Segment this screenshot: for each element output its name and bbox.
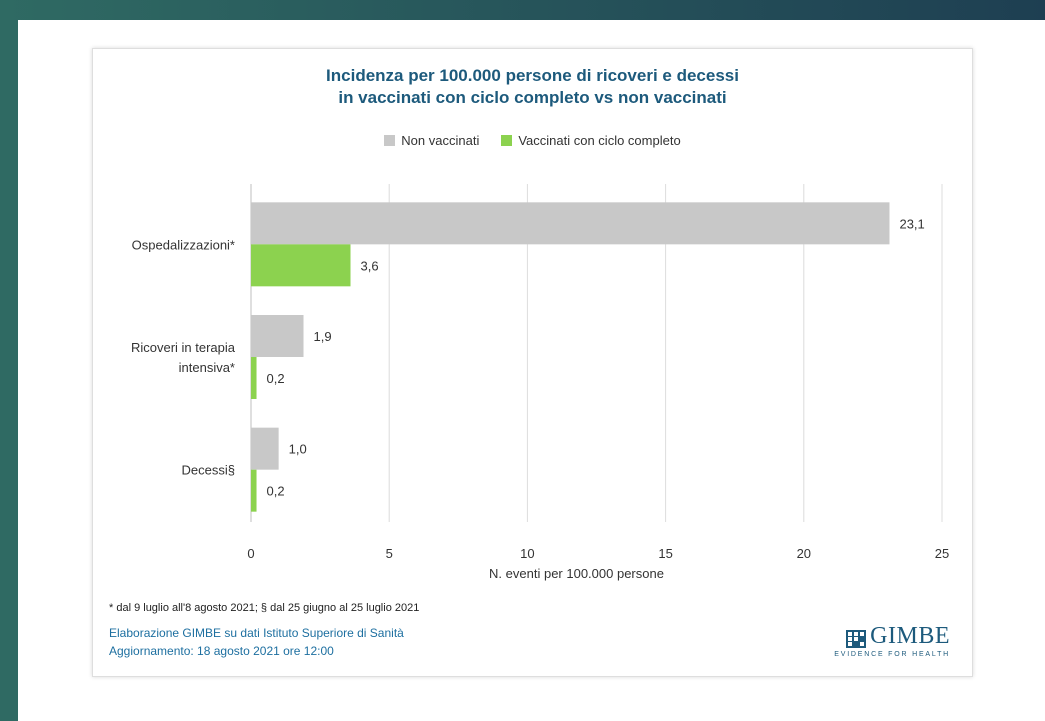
- legend-item-vaccinated: Vaccinati con ciclo completo: [501, 133, 681, 148]
- legend-swatch-unvaccinated: [384, 135, 396, 146]
- data-label-1-0: 1,9: [314, 329, 332, 344]
- credit-line1: Elaborazione GIMBE su dati Istituto Supe…: [109, 626, 404, 640]
- x-tick-label-4: 20: [797, 546, 811, 561]
- gimbe-logo-tagline: EVIDENCE FOR HEALTH: [834, 651, 950, 658]
- data-label-2-1: 0,2: [267, 484, 285, 499]
- legend-label-vaccinated: Vaccinati con ciclo completo: [518, 133, 681, 148]
- bar-chart: 0 5 10 15 20 25 N. eventi per 100.000 persone O…: [131, 184, 949, 581]
- data-label-2-0: 1,0: [289, 442, 307, 457]
- category-label-1-line0: Ricoveri in terapia: [131, 340, 236, 355]
- legend-swatch-vaccinated: [501, 135, 513, 146]
- bar-1-1: [251, 357, 257, 399]
- data-label-1-1: 0,2: [267, 371, 285, 386]
- gimbe-logo-icon: [846, 628, 867, 648]
- x-tick-label-3: 15: [658, 546, 672, 561]
- bar-0-0: [251, 202, 890, 245]
- footnote: * dal 9 luglio all'8 agosto 2021; § dal …: [109, 602, 420, 614]
- category-label-1-line1: intensiva*: [179, 360, 235, 375]
- category-label-2: Decessi§: [182, 463, 235, 478]
- data-label-0-0: 23,1: [899, 216, 924, 231]
- credit-line2: Aggiornamento: 18 agosto 2021 ore 12:00: [109, 644, 334, 658]
- credit: Elaborazione GIMBE su dati Istituto Supe…: [109, 624, 404, 660]
- legend-item-unvaccinated: Non vaccinati: [384, 133, 479, 148]
- bar-2-0: [251, 427, 279, 470]
- bar-0-1: [251, 244, 351, 287]
- legend-label-unvaccinated: Non vaccinati: [401, 133, 480, 148]
- data-label-0-1: 3,6: [361, 258, 379, 273]
- chart-card: Incidenza per 100.000 persone di ricover…: [92, 48, 973, 677]
- category-label-0: Ospedalizzazioni*: [132, 237, 235, 252]
- top-band: [0, 0, 1045, 20]
- chart-legend: Non vaccinati Vaccinati con ciclo comple…: [93, 133, 972, 148]
- x-tick-label-2: 10: [520, 546, 534, 561]
- gimbe-logo-name: GIMBE: [870, 623, 950, 649]
- chart-title: Incidenza per 100.000 persone di ricover…: [93, 65, 972, 109]
- x-tick-label-5: 25: [935, 546, 949, 561]
- bar-2-1: [251, 469, 257, 512]
- bar-1-0: [251, 315, 304, 357]
- gimbe-logo: GIMBE EVIDENCE FOR HEALTH: [834, 623, 950, 658]
- chart-title-line1: Incidenza per 100.000 persone di ricover…: [326, 66, 739, 85]
- x-tick-label-1: 5: [386, 546, 393, 561]
- chart-title-line2: in vaccinati con ciclo completo vs non v…: [338, 88, 727, 107]
- x-tick-label-0: 0: [247, 546, 254, 561]
- x-axis-label: N. eventi per 100.000 persone: [489, 566, 664, 581]
